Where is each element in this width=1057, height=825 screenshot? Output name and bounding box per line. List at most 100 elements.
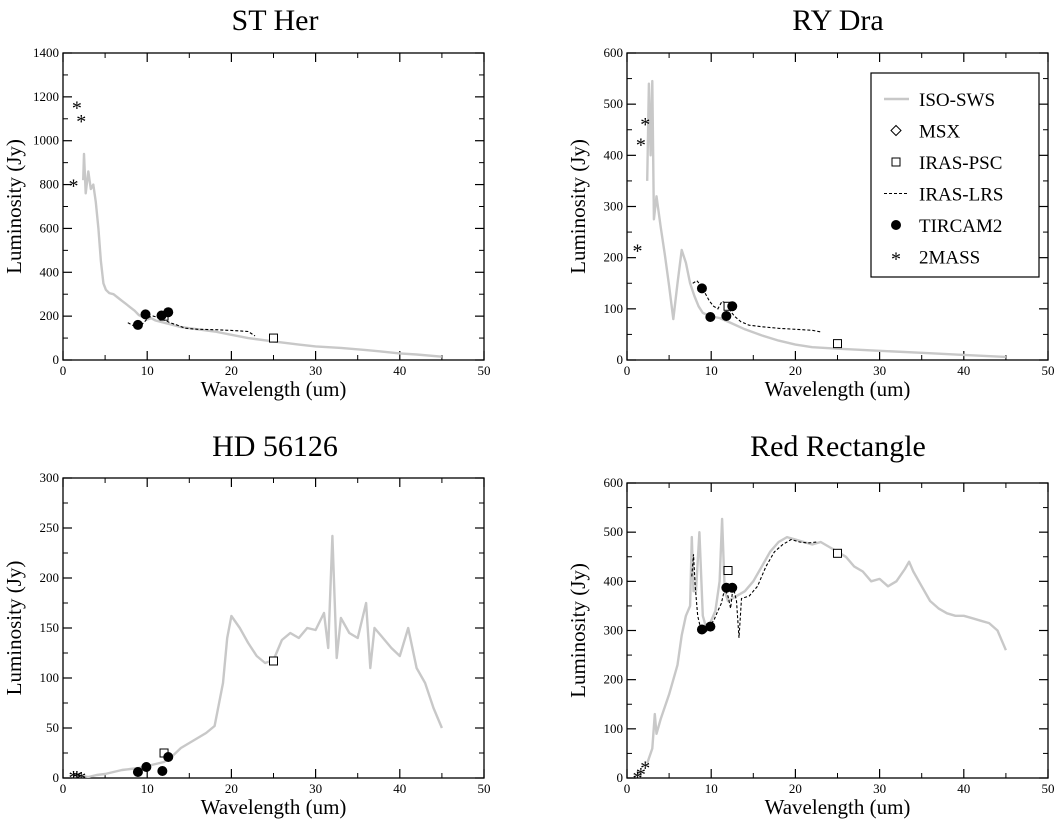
plot-frame xyxy=(62,52,485,361)
y-tick-label: 0 xyxy=(617,352,624,367)
legend-label: IRAS-PSC xyxy=(919,153,1002,174)
tircam2-point xyxy=(727,301,738,312)
y-tick-label: 0 xyxy=(617,770,624,785)
y-tick-label: 500 xyxy=(604,96,624,111)
y-tick-label: 150 xyxy=(40,620,60,635)
x-tick-label: 10 xyxy=(705,363,718,378)
y-tick-label: 200 xyxy=(40,308,60,323)
y-tick-label: 600 xyxy=(604,45,624,60)
y-tick-label: 1000 xyxy=(33,133,59,148)
chart-title: RY Dra xyxy=(792,4,883,37)
x-axis-label: Wavelength (um) xyxy=(765,795,911,819)
y-tick-label: 200 xyxy=(604,672,624,687)
x-tick-label: 20 xyxy=(789,363,802,378)
y-tick-label: 400 xyxy=(40,264,60,279)
x-tick-label: 0 xyxy=(60,781,67,796)
x-tick-label: 0 xyxy=(60,363,67,378)
twomass-point: * xyxy=(69,767,79,789)
y-tick-label: 500 xyxy=(604,524,624,539)
iras-psc-point xyxy=(269,333,278,343)
iras-psc-point xyxy=(723,566,733,576)
y-tick-label: 100 xyxy=(40,670,60,685)
iras-psc-point xyxy=(833,548,842,558)
y-axis-label: Luminosity (Jy) xyxy=(2,139,26,274)
chart-title: HD 56126 xyxy=(212,430,338,463)
iso-sws-line xyxy=(646,517,1008,764)
chart-title: ST Her xyxy=(232,4,319,37)
twomass-point: * xyxy=(636,135,646,157)
x-tick-label: 30 xyxy=(873,363,886,378)
tircam2-point xyxy=(696,624,707,635)
tircam2-point xyxy=(140,309,151,320)
y-tick-label: 200 xyxy=(40,570,60,585)
x-tick-label: 50 xyxy=(1042,363,1055,378)
legend-symbol-iras-psc xyxy=(891,157,901,167)
twomass-point: * xyxy=(72,767,82,789)
twomass-point: * xyxy=(640,758,650,780)
y-tick-label: 400 xyxy=(604,147,624,162)
legend-symbol-tircam2 xyxy=(891,220,901,230)
plot-area: *** xyxy=(633,79,1006,359)
y-axis-label: Luminosity (Jy) xyxy=(566,563,590,698)
x-tick-label: 0 xyxy=(624,781,631,796)
tircam2-point xyxy=(163,307,174,318)
y-tick-label: 1200 xyxy=(33,89,59,104)
x-tick-label: 40 xyxy=(393,781,406,796)
x-tick-label: 0 xyxy=(624,363,631,378)
twomass-point: * xyxy=(76,111,86,133)
y-tick-label: 250 xyxy=(40,520,60,535)
y-tick-label: 800 xyxy=(40,177,60,192)
tircam2-point xyxy=(132,767,143,777)
tircam2-point xyxy=(157,766,168,776)
chart-panel: ST Her 0 10 20 30 40 50 0 200 400 600 800 1000 1200 14… xyxy=(2,4,491,401)
x-tick-label: 30 xyxy=(873,781,886,796)
y-tick-label: 300 xyxy=(604,199,624,214)
tircam2-point xyxy=(721,310,732,321)
twomass-point: * xyxy=(72,98,82,120)
x-tick-label: 40 xyxy=(957,363,970,378)
legend-label: 2MASS xyxy=(919,248,980,269)
twomass-point: * xyxy=(640,114,650,136)
x-tick-label: 30 xyxy=(309,781,322,796)
tircam2-point xyxy=(705,621,716,632)
x-axis-label: Wavelength (um) xyxy=(201,377,347,401)
x-tick-label: 20 xyxy=(225,363,238,378)
legend: ISO-SWS MSX IRAS-PSC IRAS-LRS TIRCAM2 * 2MASS xyxy=(870,72,1040,278)
legend-symbol-msx xyxy=(890,124,902,137)
plot-area: *** xyxy=(69,98,443,358)
x-tick-label: 20 xyxy=(225,781,238,796)
tircam2-point xyxy=(696,283,707,294)
chart-panel: HD 56126 0 10 20 30 40 50 0 50 100 150 200 250 300 Wav… xyxy=(2,430,491,819)
legend-label: MSX xyxy=(919,122,960,143)
iras-psc-point xyxy=(269,656,278,666)
y-tick-label: 1400 xyxy=(33,45,59,60)
x-tick-label: 50 xyxy=(1042,781,1055,796)
plot-area: *** xyxy=(69,534,444,790)
legend-label: IRAS-LRS xyxy=(919,185,1003,206)
twomass-point: * xyxy=(633,768,643,790)
twomass-point: * xyxy=(69,175,79,197)
tircam2-point xyxy=(141,762,152,772)
tircam2-point xyxy=(163,752,174,762)
x-tick-label: 10 xyxy=(141,363,154,378)
iso-sws-line xyxy=(82,534,444,778)
y-tick-label: 50 xyxy=(46,720,59,735)
plot-frame xyxy=(62,477,485,779)
x-tick-label: 10 xyxy=(141,781,154,796)
x-tick-label: 10 xyxy=(705,781,718,796)
y-tick-label: 100 xyxy=(604,721,624,736)
iras-psc-point xyxy=(833,339,842,349)
y-tick-label: 400 xyxy=(604,573,624,588)
legend-label: ISO-SWS xyxy=(919,90,995,111)
twomass-point: * xyxy=(76,768,86,790)
x-axis-label: Wavelength (um) xyxy=(765,377,911,401)
y-tick-label: 0 xyxy=(53,352,60,367)
x-axis-label: Wavelength (um) xyxy=(201,795,347,819)
tircam2-point xyxy=(132,319,143,330)
chart-title: Red Rectangle xyxy=(750,430,926,463)
iso-sws-line xyxy=(646,79,1006,359)
iras-lrs-line xyxy=(692,279,821,333)
